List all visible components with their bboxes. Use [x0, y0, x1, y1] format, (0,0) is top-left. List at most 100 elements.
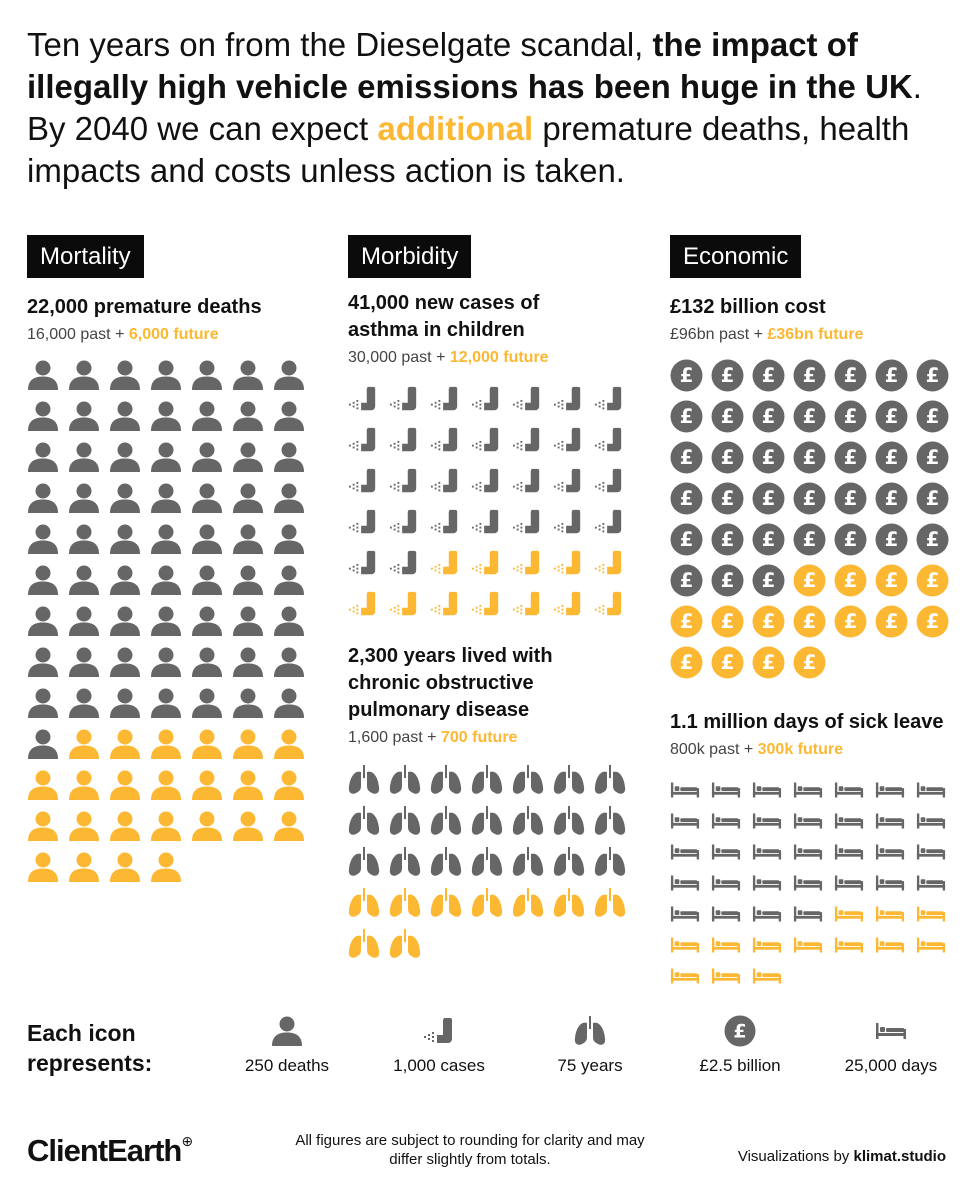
bed-icon: [711, 968, 741, 984]
svg-text:£: £: [733, 1021, 746, 1043]
pound-coin-icon: £: [916, 605, 949, 638]
inhaler-icon: [471, 591, 499, 616]
person-icon: [28, 688, 58, 718]
inhaler-icon: [430, 468, 458, 493]
bed-icon: [752, 844, 782, 860]
pound-coin-icon: £: [793, 441, 826, 474]
bed-icon: [711, 782, 741, 798]
lungs-icon: [389, 765, 421, 794]
inhaler-icon: [424, 1018, 452, 1043]
pound-coin-icon: £: [834, 441, 867, 474]
lungs-icon: [430, 765, 462, 794]
asthma-future: 12,000 future: [449, 349, 549, 366]
svg-text:£: £: [721, 364, 735, 387]
bed-icon: [793, 782, 823, 798]
pound-coin-icon: £: [670, 359, 703, 392]
bed-icon: [670, 906, 700, 922]
svg-text:£: £: [762, 610, 776, 633]
pound-coin-icon: £: [670, 646, 703, 679]
inhaler-icon: [553, 386, 581, 411]
copd-subtitle: 1,600 past + 700 future: [348, 727, 648, 749]
asthma-title: 41,000 new cases of asthma in children: [348, 292, 540, 341]
lungs-icon: [553, 847, 585, 876]
inhaler-icon: [389, 550, 417, 575]
svg-text:£: £: [844, 405, 858, 428]
person-icon: [151, 524, 181, 554]
inhaler-icon: [471, 427, 499, 452]
pound-coin-icon: £: [916, 400, 949, 433]
asthma-past: 30,000 past: [348, 349, 432, 366]
person-icon: [233, 565, 263, 595]
pound-coin-icon: £: [875, 523, 908, 556]
person-icon: [28, 811, 58, 841]
person-icon: [110, 729, 140, 759]
person-icon: [110, 401, 140, 431]
person-icon: [151, 688, 181, 718]
legend-item-days: 25,000 days: [821, 1015, 961, 1076]
person-icon: [28, 647, 58, 677]
inhaler-icon: [389, 591, 417, 616]
person-icon: [151, 565, 181, 595]
inhaler-icon: [471, 386, 499, 411]
svg-text:£: £: [803, 446, 817, 469]
inhaler-icon: [512, 468, 540, 493]
pound-coin-icon: £: [711, 482, 744, 515]
sick-block: 1.1 million days of sick leave 800k past…: [670, 709, 970, 991]
bed-icon: [711, 844, 741, 860]
svg-text:£: £: [721, 651, 735, 674]
rounding-note: All figures are subject to rounding for …: [295, 1132, 645, 1168]
inhaler-icon: [348, 468, 376, 493]
svg-text:£: £: [721, 569, 735, 592]
lungs-icon: [348, 847, 380, 876]
svg-text:£: £: [680, 446, 694, 469]
clientearth-logo: ClientEarth⊕: [27, 1133, 193, 1169]
svg-text:£: £: [803, 528, 817, 551]
svg-text:£: £: [680, 610, 694, 633]
svg-text:£: £: [680, 528, 694, 551]
bed-icon: [670, 782, 700, 798]
lungs-icon: [348, 765, 380, 794]
copd-pictogram: [348, 764, 648, 960]
bed-icon: [875, 813, 905, 829]
cost-subtitle: £96bn past + £36bn future: [670, 324, 970, 346]
bed-icon: [834, 782, 864, 798]
pound-coin-icon: £: [670, 564, 703, 597]
pound-coin-icon: £: [752, 482, 785, 515]
cost-block: £132 billion cost £96bn past + £36bn fut…: [670, 294, 970, 679]
lungs-icon: [471, 806, 503, 835]
pound-coin-icon: £: [711, 646, 744, 679]
inhaler-icon: [389, 386, 417, 411]
lungs-icon: [389, 888, 421, 917]
sick-plus: +: [739, 741, 758, 758]
pound-coin-icon: £: [670, 441, 703, 474]
person-icon: [69, 606, 99, 636]
sick-subtitle: 800k past + 300k future: [670, 739, 970, 761]
person-icon: [233, 442, 263, 472]
legend-item-cases: 1,000 cases: [369, 1015, 509, 1076]
bed-icon: [752, 937, 782, 953]
person-icon: [233, 688, 263, 718]
bed-icon: [752, 968, 782, 984]
economic-column: Economic £132 billion cost £96bn past + …: [670, 235, 970, 991]
lungs-icon: [512, 888, 544, 917]
person-icon: [69, 360, 99, 390]
lungs-icon: [430, 888, 462, 917]
person-icon: [28, 401, 58, 431]
pound-coin-icon: £: [752, 564, 785, 597]
person-icon: [151, 852, 181, 882]
person-icon: [151, 442, 181, 472]
person-icon: [151, 606, 181, 636]
pound-coin-icon: £: [875, 564, 908, 597]
person-icon: [192, 606, 222, 636]
person-icon: [110, 606, 140, 636]
svg-text:£: £: [762, 651, 776, 674]
bed-icon: [752, 906, 782, 922]
asthma-plus: +: [431, 349, 450, 366]
pound-coin-icon: £: [834, 359, 867, 392]
bed-icon: [875, 875, 905, 891]
inhaler-icon: [348, 591, 376, 616]
bed-icon: [834, 813, 864, 829]
inhaler-icon: [348, 550, 376, 575]
person-icon: [28, 565, 58, 595]
lungs-icon: [389, 847, 421, 876]
